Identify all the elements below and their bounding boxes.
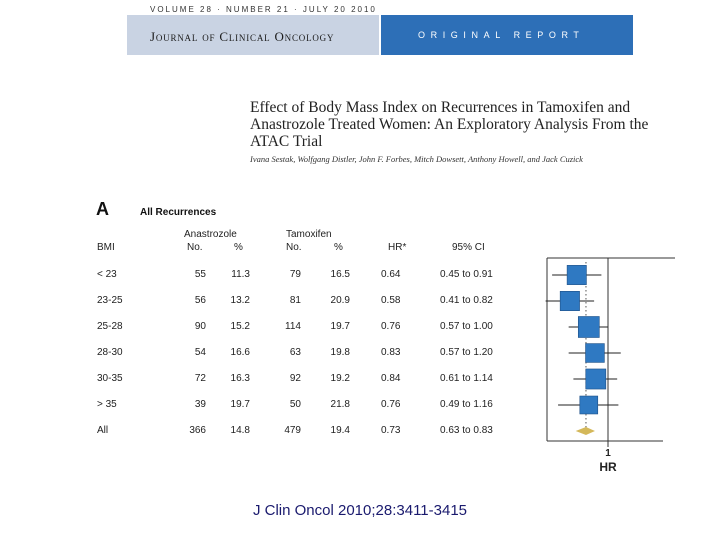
table-cell-no-a: 54	[194, 347, 206, 358]
section-banner	[381, 15, 633, 55]
panel-letter: A	[96, 199, 109, 219]
table-cell-ci: 0.61 to 1.14	[440, 373, 493, 384]
table-cell-pct-b: 20.9	[330, 295, 350, 306]
table-cell-pct-a: 15.2	[230, 321, 250, 332]
hr-marker	[559, 291, 580, 311]
table-cell-pct-a: 11.3	[231, 269, 250, 280]
table-cell-pct-a: 14.8	[230, 425, 250, 436]
table-cell-bmi: 28-30	[97, 347, 123, 358]
hr-marker	[585, 343, 605, 363]
table-cell-pct-b: 21.8	[330, 399, 350, 410]
table-cell-ci: 0.45 to 0.91	[440, 269, 493, 280]
table-cell-pct-a: 16.3	[230, 373, 250, 384]
x-axis-label: HR	[599, 460, 617, 474]
group-anastrozole-label: Anastrozole	[184, 229, 237, 240]
overall-diamond	[575, 427, 595, 435]
article-authors: Ivana Sestak, Wolfgang Distler, John F. …	[250, 154, 583, 164]
journal-banner	[127, 15, 379, 55]
citation: J Clin Oncol 2010;28:3411-3415	[252, 502, 468, 519]
table-cell-pct-b: 19.4	[330, 425, 350, 436]
table-cell-bmi: < 23	[97, 269, 117, 280]
table-cell-hr: 0.84	[381, 373, 401, 384]
header-pct-tamoxifen: %	[334, 242, 343, 253]
table-cell-pct-b: 19.7	[330, 321, 350, 332]
header-bmi: BMI	[97, 242, 115, 253]
x-tick-label: 1	[605, 448, 611, 459]
hr-marker	[566, 265, 587, 285]
table-cell-no-a: 366	[189, 425, 206, 436]
table-cell-ci: 0.49 to 1.16	[440, 399, 493, 410]
table-cell-no-b: 479	[284, 425, 301, 436]
group-tamoxifen-label: Tamoxifen	[286, 229, 332, 240]
table-cell-bmi: 23-25	[97, 295, 123, 306]
table-cell-ci: 0.63 to 0.83	[440, 425, 493, 436]
table-cell-bmi: > 35	[97, 399, 117, 410]
table-cell-no-b: 50	[289, 399, 301, 410]
table-cell-hr: 0.76	[381, 321, 401, 332]
table-cell-no-a: 56	[194, 295, 206, 306]
table-cell-hr: 0.76	[381, 399, 401, 410]
table-cell-ci: 0.57 to 1.20	[440, 347, 493, 358]
section-label: ORIGINAL REPORT	[418, 30, 585, 40]
table-cell-no-a: 55	[194, 269, 206, 280]
table-cell-pct-a: 13.2	[230, 295, 250, 306]
table-cell-no-b: 81	[289, 295, 301, 306]
table-cell-no-b: 92	[289, 373, 301, 384]
table-cell-no-a: 90	[194, 321, 206, 332]
journal-name: Journal of Clinical Oncology	[150, 29, 335, 44]
table-cell-ci: 0.41 to 0.82	[440, 295, 493, 306]
table-cell-hr: 0.73	[381, 425, 401, 436]
panel-title: All Recurrences	[140, 207, 217, 218]
table-cell-no-b: 114	[285, 321, 301, 332]
table-cell-no-a: 39	[194, 399, 206, 410]
header-ci: 95% CI	[452, 242, 485, 253]
hr-marker	[577, 316, 600, 338]
table-cell-pct-b: 19.2	[330, 373, 350, 384]
table-cell-no-b: 63	[289, 347, 301, 358]
table-cell-ci: 0.57 to 1.00	[440, 321, 493, 332]
article-title: Effect of Body Mass Index on Recurrences…	[250, 99, 649, 150]
header-no-tamoxifen: No.	[286, 242, 302, 253]
table-cell-hr: 0.64	[381, 269, 401, 280]
masthead-meta: VOLUME 28 · NUMBER 21 · JULY 20 2010	[150, 5, 377, 14]
table-cell-bmi: 25-28	[97, 321, 123, 332]
table-cell-pct-b: 16.5	[330, 269, 350, 280]
table-cell-pct-b: 19.8	[330, 347, 350, 358]
table-cell-no-a: 72	[194, 373, 206, 384]
header-pct-anastrozole: %	[234, 242, 243, 253]
header-hr: HR*	[388, 242, 407, 253]
table-cell-hr: 0.58	[381, 295, 401, 306]
table-cell-bmi: 30-35	[97, 373, 123, 384]
table-cell-hr: 0.83	[381, 347, 401, 358]
header-no-anastrozole: No.	[187, 242, 203, 253]
table-cell-no-b: 79	[289, 269, 301, 280]
table-cell-pct-a: 19.7	[230, 399, 250, 410]
table-cell-bmi: All	[97, 425, 109, 436]
hr-marker	[579, 395, 599, 415]
hr-marker	[585, 368, 607, 390]
table-cell-pct-a: 16.6	[230, 347, 250, 358]
